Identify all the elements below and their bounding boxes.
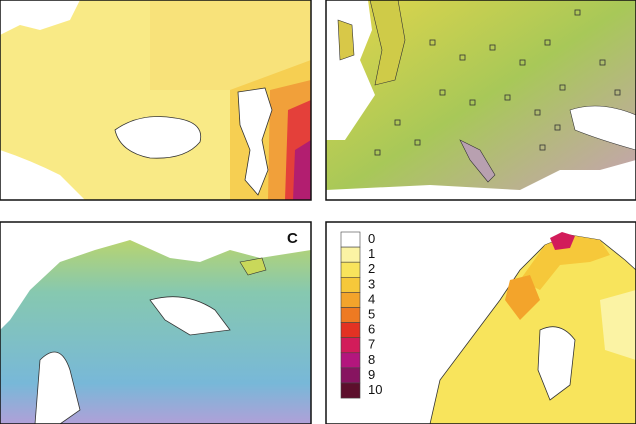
map-panel-b — [326, 0, 636, 200]
legend-label: 0 — [368, 231, 375, 246]
legend-swatch — [340, 246, 361, 263]
panel-label: C — [287, 230, 298, 247]
panel-frame — [325, 221, 636, 424]
legend-swatch — [340, 352, 361, 369]
legend-swatch — [340, 231, 361, 248]
legend-label: 9 — [368, 367, 375, 382]
panel-frame — [0, 0, 312, 201]
panel-frame — [325, 0, 636, 201]
legend-label: 4 — [368, 291, 375, 306]
legend-label: 7 — [368, 337, 375, 352]
legend-label: 3 — [368, 276, 375, 291]
legend-swatch — [340, 261, 361, 278]
legend-swatch — [340, 276, 361, 293]
legend-swatch — [340, 337, 361, 354]
map-panel-c — [0, 222, 311, 424]
map-panel-d — [326, 222, 636, 424]
map-panel-a — [0, 0, 311, 200]
legend-label: 1 — [368, 246, 375, 261]
legend-label: 6 — [368, 322, 375, 337]
legend-swatch — [340, 322, 361, 339]
legend-label: 2 — [368, 261, 375, 276]
legend-swatch — [340, 367, 361, 384]
legend-swatch — [340, 382, 361, 399]
legend-label: 8 — [368, 352, 375, 367]
legend-swatch — [340, 292, 361, 308]
legend-swatch — [340, 307, 361, 323]
panel-frame — [0, 221, 312, 424]
legend-label: 10 — [368, 382, 382, 397]
legend-label: 5 — [368, 306, 375, 321]
